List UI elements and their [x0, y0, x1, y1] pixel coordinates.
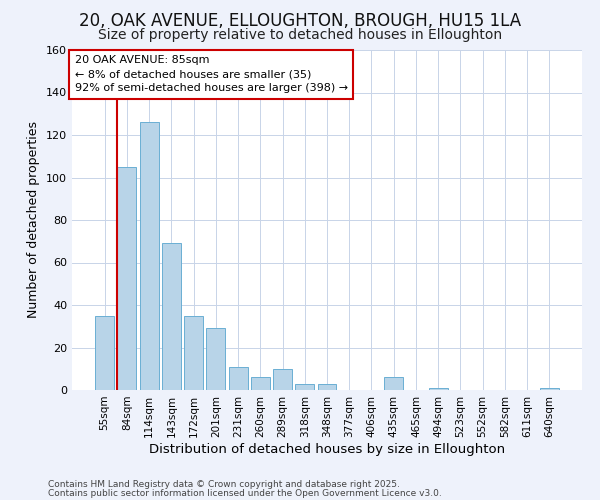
Y-axis label: Number of detached properties: Number of detached properties: [28, 122, 40, 318]
Text: 20, OAK AVENUE, ELLOUGHTON, BROUGH, HU15 1LA: 20, OAK AVENUE, ELLOUGHTON, BROUGH, HU15…: [79, 12, 521, 30]
Bar: [384, 378, 403, 390]
Bar: [317, 384, 337, 390]
Bar: [251, 378, 270, 390]
Bar: [540, 388, 559, 390]
Bar: [273, 369, 292, 390]
Bar: [429, 388, 448, 390]
Text: Contains HM Land Registry data © Crown copyright and database right 2025.: Contains HM Land Registry data © Crown c…: [48, 480, 400, 489]
Bar: [140, 122, 158, 390]
Bar: [95, 316, 114, 390]
Bar: [229, 366, 248, 390]
Bar: [184, 316, 203, 390]
Text: Contains public sector information licensed under the Open Government Licence v3: Contains public sector information licen…: [48, 488, 442, 498]
Bar: [162, 244, 181, 390]
Bar: [118, 167, 136, 390]
Text: 20 OAK AVENUE: 85sqm
← 8% of detached houses are smaller (35)
92% of semi-detach: 20 OAK AVENUE: 85sqm ← 8% of detached ho…: [74, 55, 347, 93]
X-axis label: Distribution of detached houses by size in Elloughton: Distribution of detached houses by size …: [149, 442, 505, 456]
Bar: [295, 384, 314, 390]
Bar: [206, 328, 225, 390]
Text: Size of property relative to detached houses in Elloughton: Size of property relative to detached ho…: [98, 28, 502, 42]
